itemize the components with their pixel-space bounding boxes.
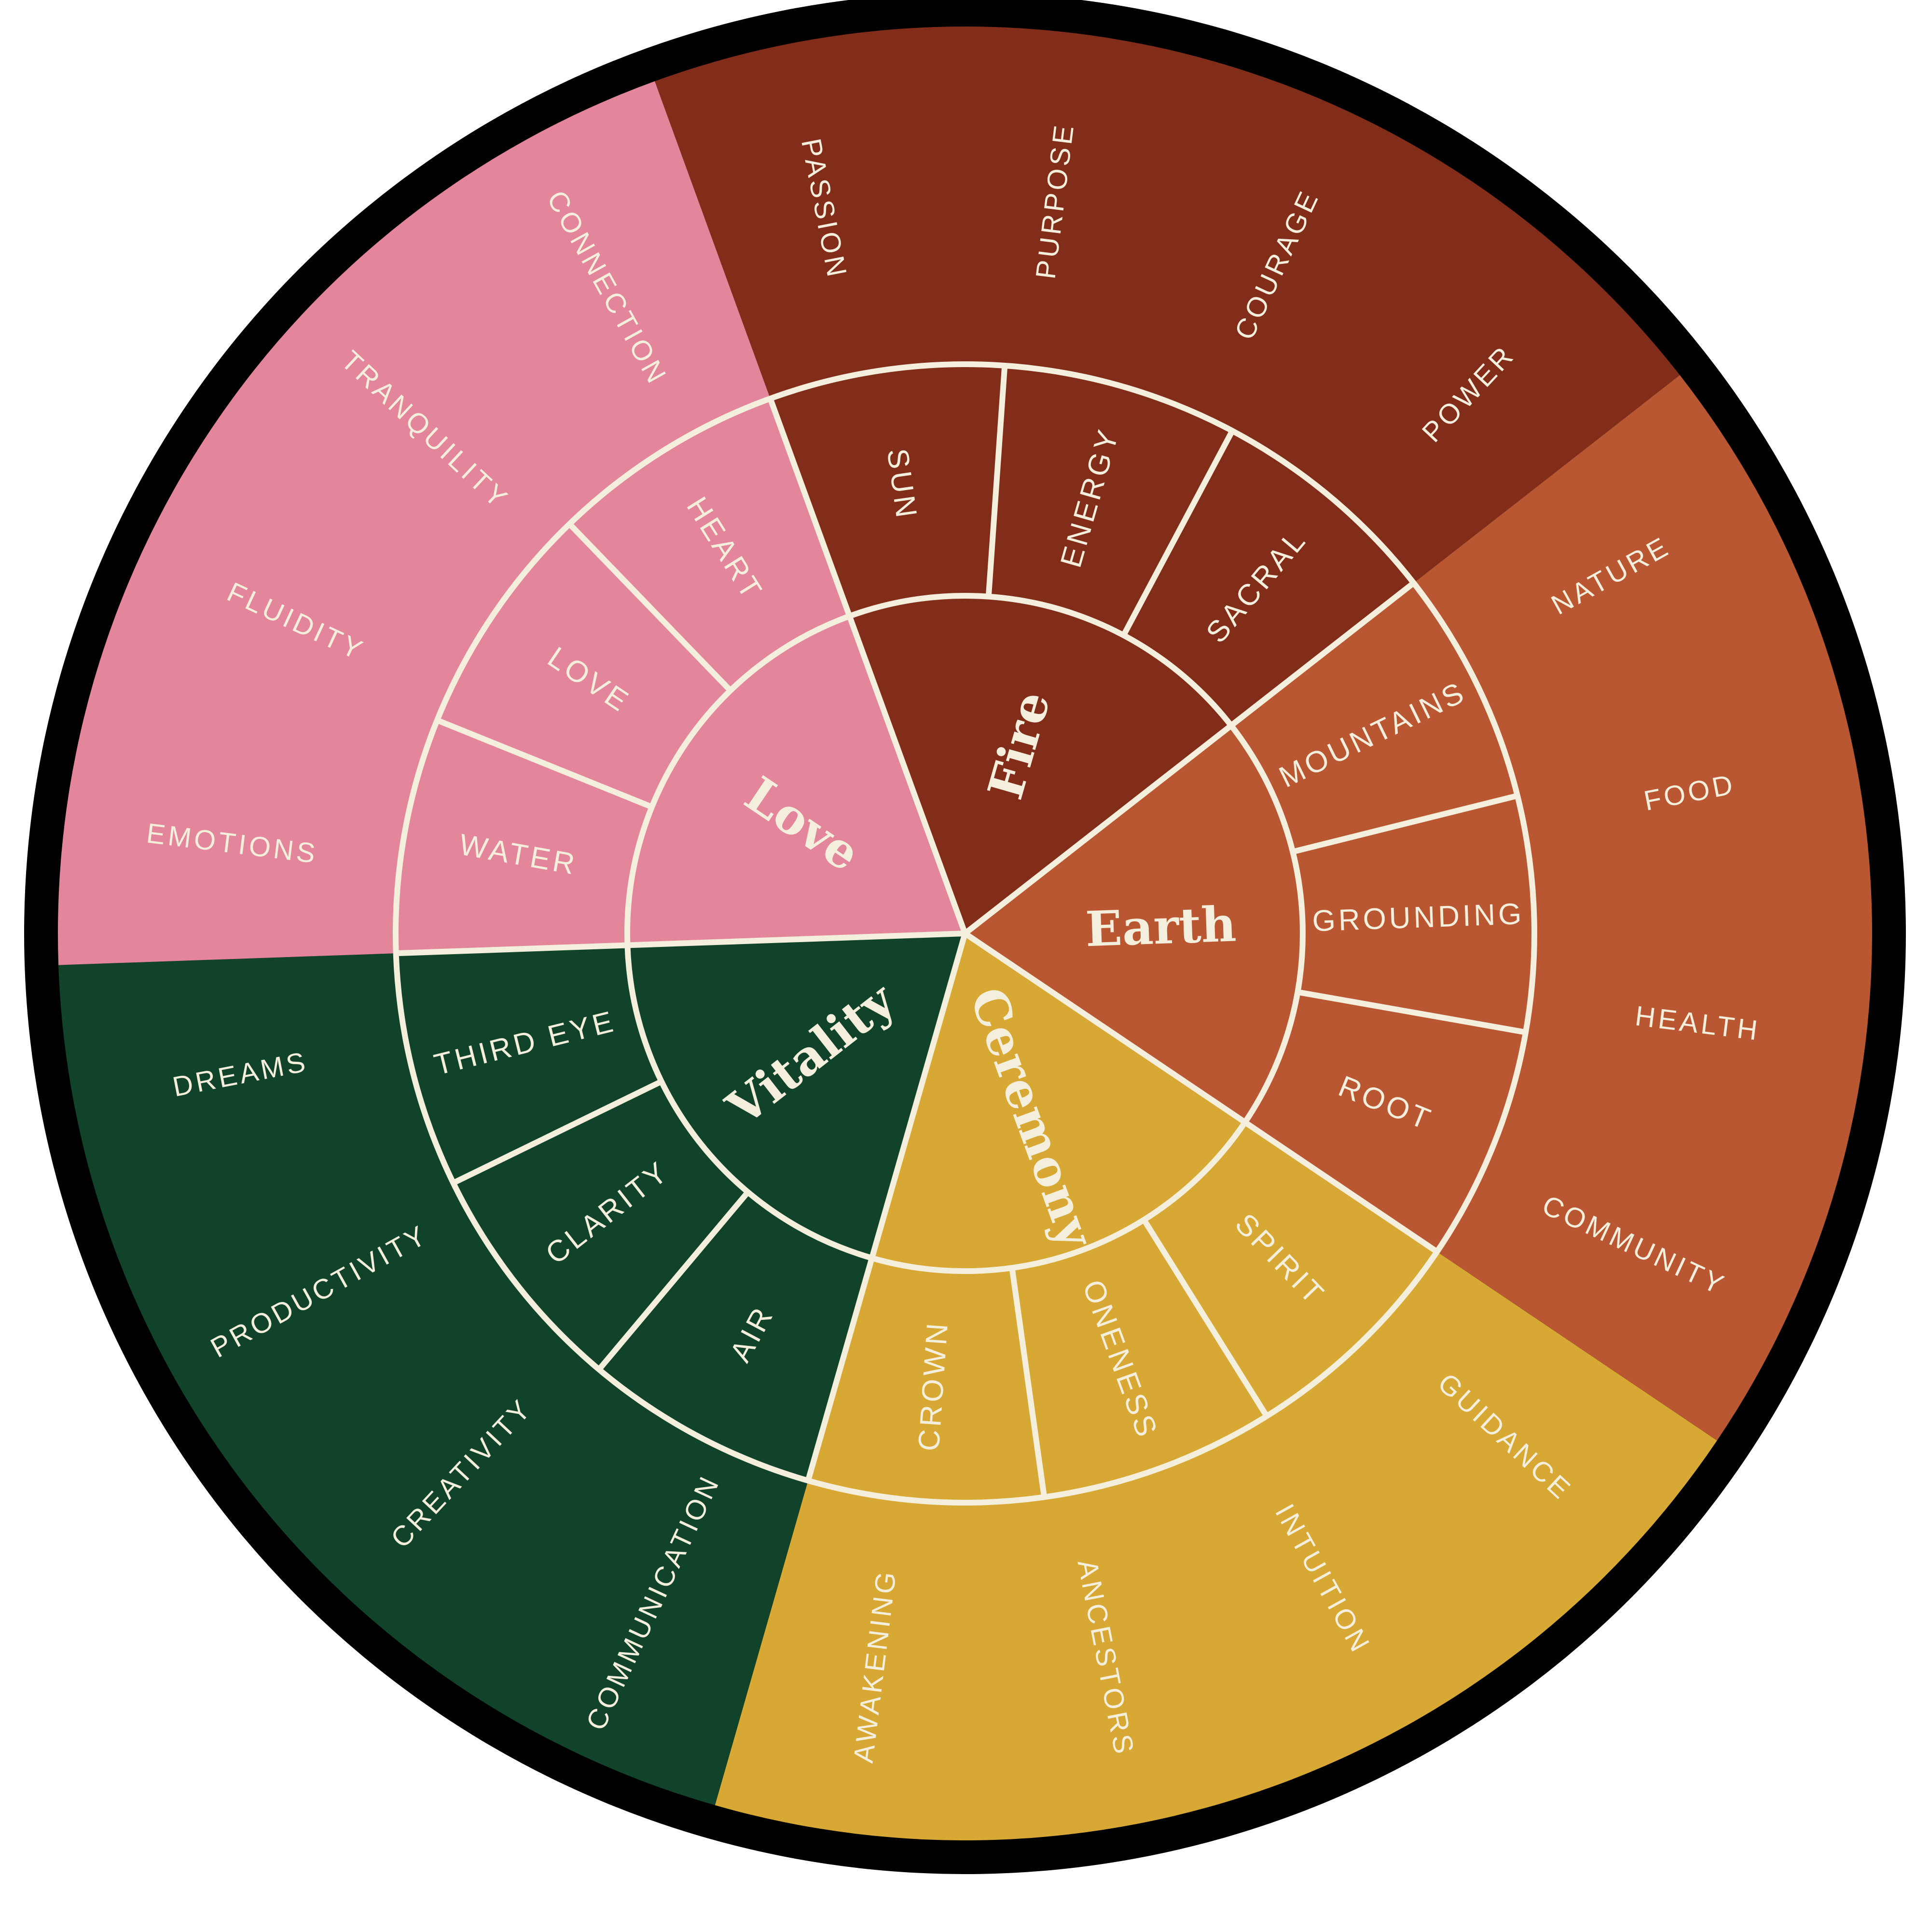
middle-divider xyxy=(1141,1218,1269,1418)
middle-divider xyxy=(436,717,653,810)
middle-divider xyxy=(1009,1267,1048,1498)
section-fill-vitality xyxy=(58,933,965,1806)
section-fill-ceremony xyxy=(715,933,1717,1840)
middle-divider xyxy=(567,522,733,693)
section-divider xyxy=(963,931,1439,1254)
inner-ring-line xyxy=(624,593,1306,1274)
middle-divider xyxy=(1297,989,1527,1035)
section-divider xyxy=(963,580,1416,936)
middle-divider xyxy=(596,1190,750,1371)
section-divider xyxy=(767,397,968,935)
section-divider xyxy=(805,932,968,1481)
middle-divider xyxy=(1121,429,1235,637)
middle-divider xyxy=(1292,793,1518,855)
center-label-earth: Earth xyxy=(1084,895,1237,958)
section-fill-earth xyxy=(965,375,1872,1441)
middle-divider xyxy=(985,365,1008,597)
divider-lines xyxy=(393,361,1537,1506)
section-fill-fire xyxy=(655,27,1680,933)
middle-label: GROUNDING xyxy=(1311,897,1525,938)
middle-ring-line xyxy=(393,361,1537,1506)
middle-divider xyxy=(452,1079,663,1186)
section-divider xyxy=(396,931,965,957)
section-fill-love xyxy=(58,81,965,965)
